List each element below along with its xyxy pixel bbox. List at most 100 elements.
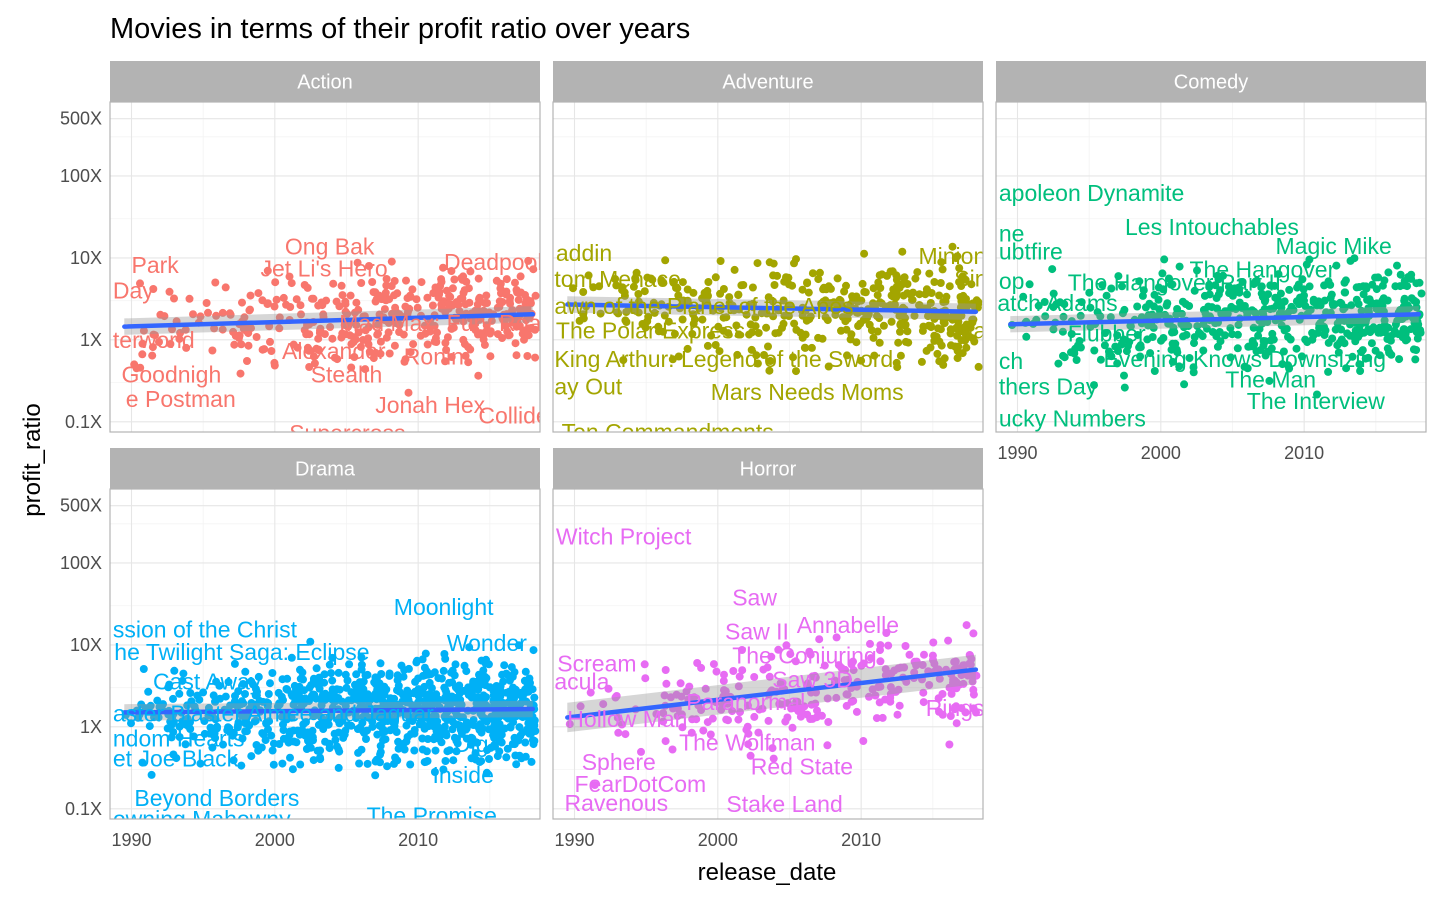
data-point — [258, 729, 267, 738]
data-point — [486, 327, 495, 336]
data-point — [1242, 307, 1251, 316]
data-point — [335, 719, 344, 728]
data-point — [242, 727, 251, 736]
data-point — [622, 308, 631, 316]
y-tick-label: 100X — [60, 166, 102, 186]
data-point — [383, 762, 392, 771]
data-point — [335, 747, 344, 756]
data-point — [712, 667, 721, 676]
data-point — [1180, 380, 1189, 389]
movie-label: op — [999, 268, 1025, 294]
x-tick-label: 2010 — [398, 830, 438, 850]
data-point — [511, 751, 520, 760]
data-point — [527, 757, 536, 766]
data-point — [753, 359, 762, 368]
data-point — [716, 289, 725, 298]
x-tick-label: 2010 — [841, 830, 881, 850]
facet-data: Moonlight ssion of the Christ Wonder he Twi… — [113, 594, 540, 819]
data-point — [283, 685, 292, 694]
data-point — [674, 291, 683, 300]
movie-label: Max — [954, 318, 998, 344]
movie-label: Les Intouchables — [1125, 214, 1299, 240]
data-point — [156, 310, 165, 319]
data-point — [697, 706, 706, 714]
movie-label: Magic Mike — [1276, 233, 1392, 259]
data-point — [953, 354, 962, 363]
data-point — [400, 666, 409, 674]
data-point — [629, 282, 638, 291]
movie-label: The Conjuring — [732, 643, 876, 669]
data-point — [492, 695, 501, 704]
data-point — [531, 353, 540, 362]
data-point — [332, 297, 341, 306]
data-point — [1340, 278, 1349, 287]
data-point — [414, 711, 423, 720]
data-point — [955, 278, 964, 286]
data-point — [659, 717, 668, 726]
data-point — [328, 653, 337, 662]
data-point — [279, 734, 288, 743]
data-point — [1258, 293, 1267, 302]
data-point — [1243, 290, 1251, 299]
data-point — [462, 734, 471, 743]
movie-label: Jonah Hex — [375, 392, 485, 418]
movie-label: ssion of the Christ — [113, 616, 298, 642]
facet-grid — [553, 102, 983, 432]
data-point — [502, 753, 511, 762]
data-point — [1403, 282, 1412, 291]
data-point — [796, 328, 805, 337]
data-point — [213, 724, 221, 733]
data-point — [842, 690, 851, 699]
data-point — [1193, 266, 1201, 275]
movie-label: Ong Bak — [285, 234, 375, 260]
data-point — [1293, 283, 1302, 292]
data-point — [528, 736, 537, 745]
data-point — [1204, 302, 1213, 311]
data-point — [688, 715, 697, 724]
data-point — [660, 691, 669, 700]
data-point — [641, 674, 650, 683]
data-point — [689, 310, 698, 319]
data-point — [901, 314, 909, 322]
data-point — [1355, 360, 1364, 369]
data-point — [1060, 300, 1069, 309]
data-point — [317, 713, 326, 722]
movie-label: Cast Away — [153, 668, 262, 694]
data-point — [808, 269, 817, 278]
data-point — [297, 310, 305, 319]
data-point — [1249, 323, 1258, 332]
data-point — [719, 676, 728, 685]
data-point — [218, 308, 227, 317]
movie-label: tom Menace — [554, 266, 681, 292]
data-point — [500, 711, 509, 720]
data-point — [306, 637, 315, 646]
data-point — [226, 701, 235, 710]
data-point — [743, 722, 752, 731]
data-point — [803, 279, 812, 288]
data-point — [899, 291, 908, 300]
data-point — [343, 309, 352, 318]
trend-line — [565, 667, 979, 720]
data-point — [258, 345, 267, 354]
data-point — [711, 341, 720, 349]
data-point — [139, 326, 148, 335]
data-point — [1400, 325, 1409, 334]
movie-label: Wonder — [447, 630, 527, 656]
data-point — [300, 699, 308, 708]
data-point — [221, 283, 230, 292]
data-point — [871, 691, 880, 700]
data-point — [379, 697, 387, 706]
data-point — [512, 316, 521, 324]
data-point — [1340, 288, 1349, 297]
data-point — [502, 275, 511, 284]
data-point — [632, 268, 641, 277]
data-point — [1285, 364, 1294, 373]
data-point — [239, 680, 248, 688]
data-point — [1371, 273, 1380, 282]
data-point — [430, 768, 439, 776]
data-point — [915, 301, 923, 310]
data-point — [644, 312, 653, 321]
data-point — [279, 726, 288, 735]
data-point — [935, 311, 944, 320]
data-point — [150, 713, 158, 722]
